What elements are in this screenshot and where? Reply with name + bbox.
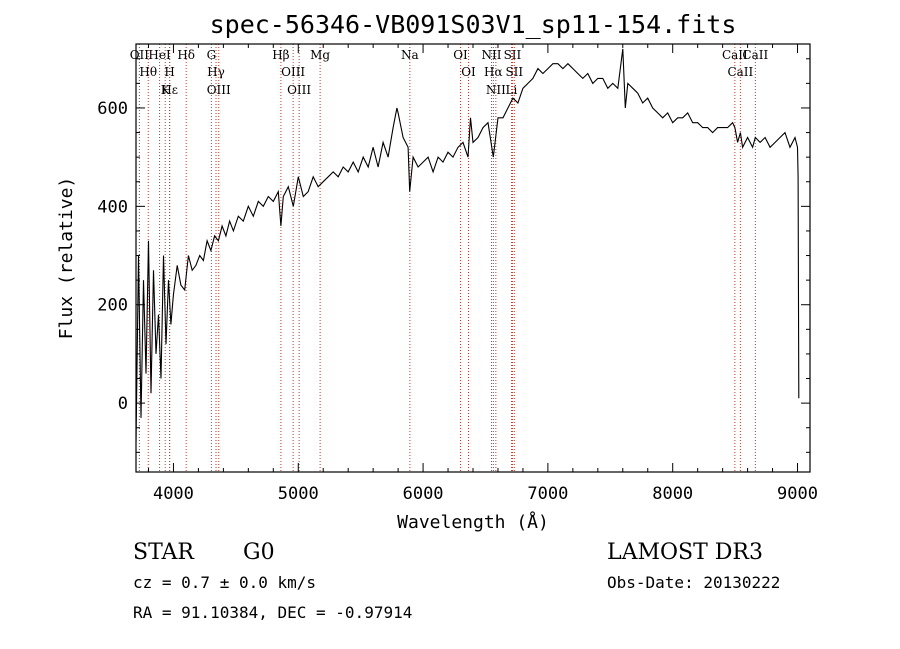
x-tick-label: 5000 [278, 484, 319, 504]
line-label-nii: NII [486, 83, 506, 97]
line-label-caii: CaII [727, 65, 753, 79]
redshift-value: cz = 0.7 ± 0.0 km/s [133, 573, 317, 592]
y-tick-label: 200 [97, 296, 128, 316]
line-label-oiii: OIII [287, 83, 311, 97]
line-label-sii: SII [505, 65, 523, 79]
line-label-li: Li [506, 83, 518, 97]
line-label-hα: Hα [484, 65, 503, 79]
series-flux [136, 48, 800, 443]
line-label-mg: Mg [310, 48, 330, 62]
line-label-hγ: Hγ [207, 65, 225, 79]
chart-title: spec-56346-VB091S03V1_sp11-154.fits [210, 10, 737, 39]
line-label-oiii: OIII [207, 83, 231, 97]
y-tick-label: 600 [97, 99, 128, 119]
line-label-oi: OI [453, 48, 468, 62]
line-label-g: G [207, 48, 217, 62]
line-label-oiii: OIII [281, 65, 305, 79]
survey-name: LAMOST DR3 [607, 540, 763, 565]
x-tick-label: 9000 [777, 484, 818, 504]
object-class: STAR [133, 540, 194, 565]
line-label-caii: CaII [742, 48, 768, 62]
x-tick-label: 6000 [403, 484, 444, 504]
x-tick-label: 8000 [652, 484, 693, 504]
line-label-hβ: Hβ [272, 48, 289, 62]
line-label-sii: SII [504, 48, 522, 62]
object-subclass: G0 [243, 540, 275, 565]
obs-date: Obs-Date: 20130222 [607, 573, 781, 592]
line-label-hei: HeI [148, 48, 171, 62]
y-axis-label: Flux (relative) [56, 177, 77, 340]
line-label-na: Na [401, 48, 419, 62]
line-label-k: K [161, 83, 171, 97]
line-label-oii: OII [130, 48, 150, 62]
line-label-hε: Hε [161, 83, 178, 97]
x-tick-label: 4000 [153, 484, 194, 504]
line-label-oi: OI [461, 65, 476, 79]
plot-frame [135, 43, 811, 473]
x-axis-label: Wavelength (Å) [397, 511, 549, 533]
y-tick-label: 0 [118, 394, 128, 414]
coordinates: RA = 91.10384, DEC = -0.97914 [133, 603, 413, 622]
line-label-hδ: Hδ [177, 48, 195, 62]
line-label-caii: CaII [722, 48, 748, 62]
line-label-nii: NII [481, 48, 501, 62]
x-tick-label: 7000 [527, 484, 568, 504]
y-tick-label: 400 [97, 197, 128, 217]
line-label-h: H [164, 65, 174, 79]
line-label-hθ: Hθ [139, 65, 157, 79]
